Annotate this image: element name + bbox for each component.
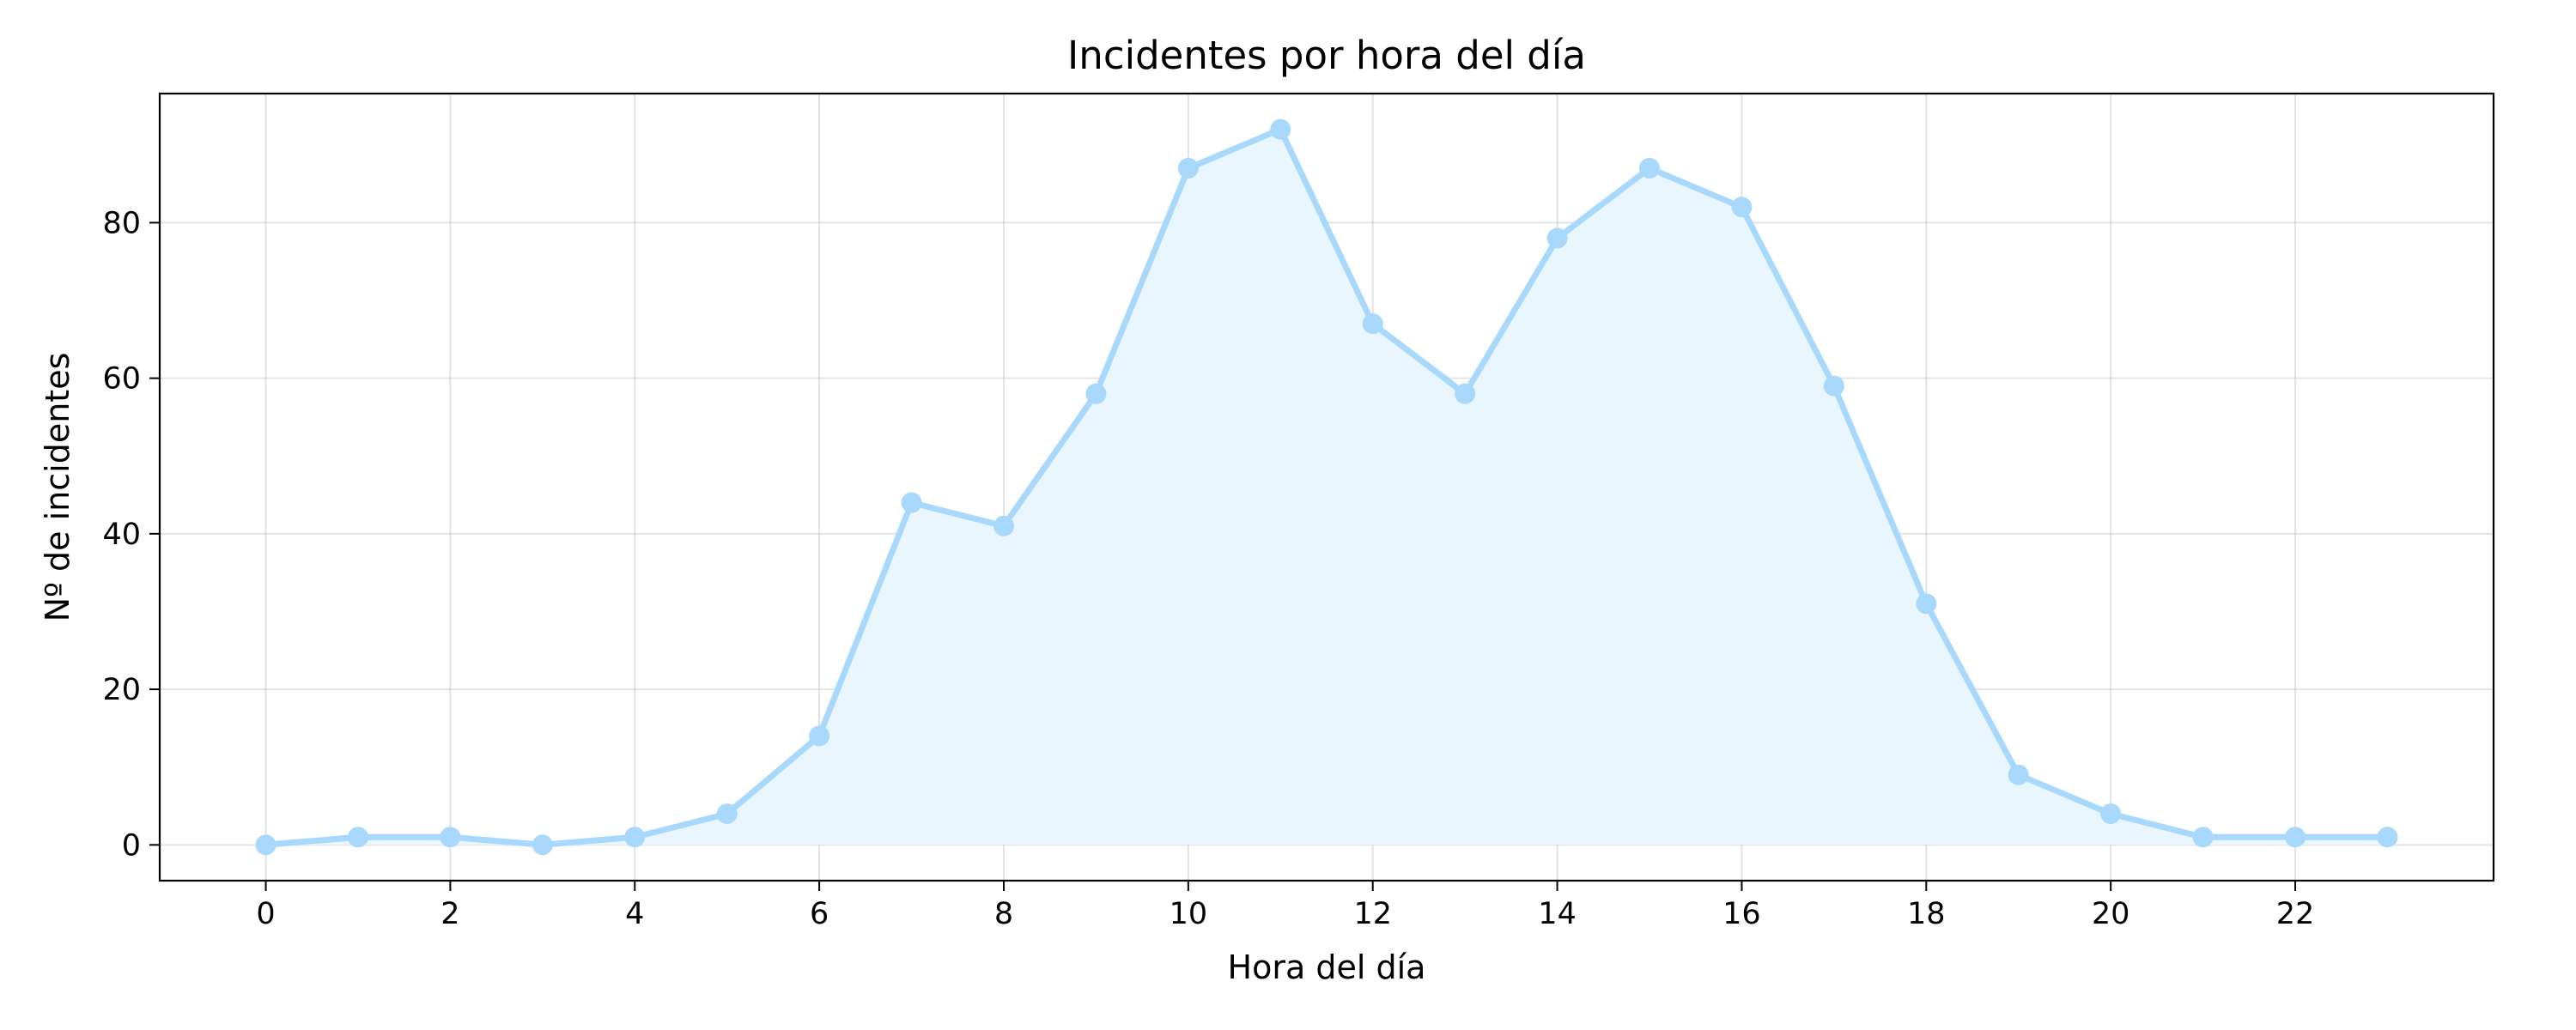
data-point: [624, 827, 646, 848]
x-tick-label: 10: [1170, 897, 1208, 931]
data-point: [1362, 313, 1383, 335]
x-tick-label: 20: [2092, 897, 2130, 931]
y-tick-label: 60: [102, 362, 141, 397]
data-point: [532, 834, 553, 856]
data-point: [2100, 803, 2122, 825]
x-tick-label: 22: [2276, 897, 2315, 931]
data-point: [347, 827, 368, 848]
data-point: [2285, 827, 2306, 848]
data-point: [716, 803, 738, 825]
data-point: [1455, 383, 1476, 404]
y-tick-label: 0: [122, 828, 141, 863]
chart-title: Incidentes por hora del día: [1067, 33, 1586, 78]
data-point: [2008, 764, 2029, 785]
data-point: [1177, 157, 1199, 179]
area-fill-layer: [265, 129, 2388, 845]
x-tick-label: 14: [1538, 897, 1577, 931]
x-tick-label: 8: [994, 897, 1013, 931]
y-axis-ticks: 0 20 40 60 80: [102, 206, 160, 863]
data-point: [1085, 383, 1107, 404]
series-area: [265, 129, 2388, 845]
data-point: [1731, 197, 1753, 218]
marker-layer: [255, 118, 2398, 856]
data-point: [255, 834, 276, 856]
x-tick-label: 18: [1907, 897, 1946, 931]
series-line-layer: [263, 126, 2391, 848]
data-point: [2377, 827, 2398, 848]
x-tick-label: 2: [440, 897, 459, 931]
y-tick-label: 40: [102, 518, 141, 552]
x-axis-ticks: 0 2 4 6 8 10 12 14 16 18 20 22: [256, 881, 2314, 931]
y-axis-label: Nº de incidentes: [39, 353, 76, 622]
x-tick-label: 4: [625, 897, 644, 931]
data-point: [809, 725, 830, 747]
data-point: [901, 492, 922, 513]
data-point: [1639, 157, 1661, 179]
data-point: [2192, 827, 2214, 848]
x-tick-label: 12: [1353, 897, 1392, 931]
data-point: [440, 827, 461, 848]
x-tick-label: 0: [256, 897, 275, 931]
y-tick-label: 80: [102, 206, 141, 240]
data-point: [1270, 118, 1291, 140]
x-axis-label: Hora del día: [1228, 948, 1426, 986]
plot-frame: [158, 92, 2495, 882]
data-point: [1546, 227, 1568, 249]
data-point: [993, 515, 1014, 536]
y-tick-label: 20: [102, 673, 141, 707]
x-tick-label: 6: [810, 897, 829, 931]
x-tick-label: 16: [1722, 897, 1761, 931]
series-line: [263, 126, 2391, 848]
data-point: [1823, 375, 1844, 397]
data-point: [1916, 593, 1937, 615]
